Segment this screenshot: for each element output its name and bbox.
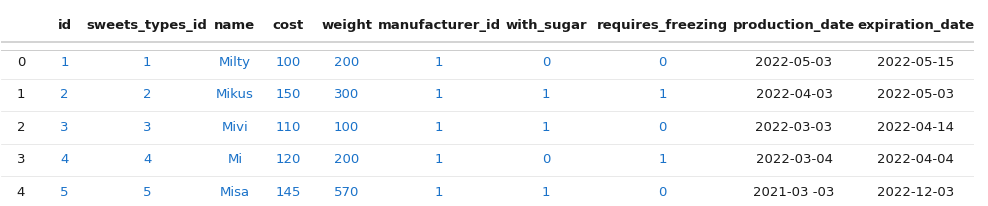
Text: 1: 1 [659, 153, 667, 166]
Text: Milty: Milty [218, 56, 251, 69]
Text: expiration_date: expiration_date [857, 19, 974, 32]
Text: 150: 150 [276, 88, 301, 101]
Text: 2022-04-04: 2022-04-04 [877, 153, 954, 166]
Text: 200: 200 [334, 153, 360, 166]
Text: 2022-04-14: 2022-04-14 [877, 121, 954, 134]
Text: 1: 1 [60, 56, 69, 69]
Text: 1: 1 [435, 88, 444, 101]
Text: 0: 0 [659, 186, 667, 199]
Text: 2: 2 [17, 121, 25, 134]
Text: 200: 200 [334, 56, 360, 69]
Text: 0: 0 [541, 153, 550, 166]
Text: 0: 0 [659, 56, 667, 69]
Text: 1: 1 [435, 121, 444, 134]
Text: 110: 110 [276, 121, 301, 134]
Text: requires_freezing: requires_freezing [597, 19, 728, 32]
Text: 120: 120 [276, 153, 301, 166]
Text: 4: 4 [60, 153, 69, 166]
Text: with_sugar: with_sugar [505, 19, 587, 32]
Text: Mivi: Mivi [221, 121, 248, 134]
Text: 300: 300 [334, 88, 360, 101]
Text: 2022-05-15: 2022-05-15 [877, 56, 954, 69]
Text: Misa: Misa [219, 186, 250, 199]
Text: sweets_types_id: sweets_types_id [87, 19, 207, 32]
Text: 4: 4 [143, 153, 151, 166]
Text: Mikus: Mikus [215, 88, 254, 101]
Text: 100: 100 [276, 56, 301, 69]
Text: 0: 0 [541, 56, 550, 69]
Text: 570: 570 [334, 186, 360, 199]
Text: 3: 3 [143, 121, 151, 134]
Text: manufacturer_id: manufacturer_id [377, 19, 501, 32]
Text: 1: 1 [435, 186, 444, 199]
Text: 0: 0 [17, 56, 25, 69]
Text: 5: 5 [143, 186, 151, 199]
Text: cost: cost [273, 19, 304, 32]
Text: 1: 1 [659, 88, 667, 101]
Text: 100: 100 [334, 121, 360, 134]
Text: 145: 145 [276, 186, 301, 199]
Text: weight: weight [321, 19, 372, 32]
Text: 5: 5 [60, 186, 69, 199]
Text: 2: 2 [143, 88, 151, 101]
Text: 2022-05-03: 2022-05-03 [877, 88, 954, 101]
Text: 3: 3 [60, 121, 69, 134]
Text: production_date: production_date [733, 19, 856, 32]
Text: 1: 1 [541, 88, 550, 101]
Text: 0: 0 [659, 121, 667, 134]
Text: 1: 1 [143, 56, 151, 69]
Text: Mi: Mi [227, 153, 242, 166]
Text: 2: 2 [60, 88, 69, 101]
Text: 1: 1 [435, 153, 444, 166]
Text: 3: 3 [17, 153, 25, 166]
Text: name: name [214, 19, 255, 32]
Text: 2022-04-03: 2022-04-03 [756, 88, 833, 101]
Text: 1: 1 [435, 56, 444, 69]
Text: 4: 4 [17, 186, 25, 199]
Text: 2022-03-03: 2022-03-03 [756, 121, 833, 134]
Text: id: id [57, 19, 72, 32]
Text: 2021-03 -03: 2021-03 -03 [754, 186, 835, 199]
Text: 2022-03-04: 2022-03-04 [756, 153, 833, 166]
Text: 1: 1 [541, 121, 550, 134]
Text: 1: 1 [17, 88, 25, 101]
Text: 2022-05-03: 2022-05-03 [756, 56, 833, 69]
Text: 1: 1 [541, 186, 550, 199]
Text: 2022-12-03: 2022-12-03 [877, 186, 954, 199]
